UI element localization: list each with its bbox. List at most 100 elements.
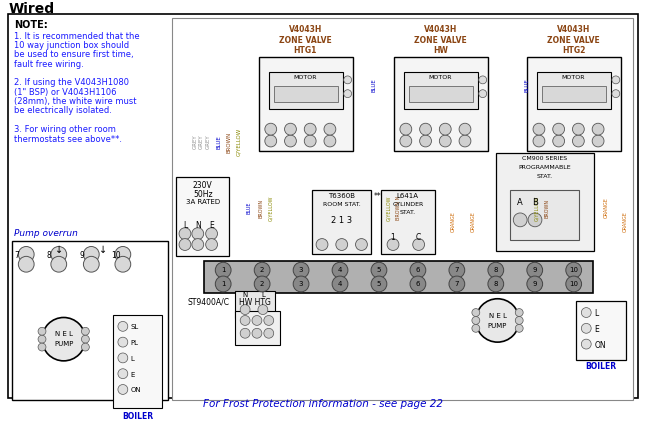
- Text: L641A: L641A: [397, 193, 419, 199]
- Text: MOTOR: MOTOR: [562, 75, 585, 80]
- Text: BROWN N: BROWN N: [397, 196, 401, 220]
- Text: ORANGE: ORANGE: [470, 211, 476, 232]
- Circle shape: [410, 276, 426, 292]
- Text: (1" BSP) or V4043H1106: (1" BSP) or V4043H1106: [14, 88, 117, 97]
- Circle shape: [413, 238, 424, 250]
- Text: CYLINDER: CYLINDER: [392, 202, 423, 207]
- Text: 9: 9: [532, 281, 537, 287]
- Text: PUMP: PUMP: [54, 341, 73, 347]
- Bar: [12, 241, 168, 400]
- Text: G/YELLOW: G/YELLOW: [269, 195, 273, 221]
- Text: 6: 6: [415, 281, 420, 287]
- Text: BROWN: BROWN: [258, 198, 263, 218]
- Circle shape: [332, 276, 348, 292]
- Bar: [236, 311, 280, 345]
- Text: B: B: [532, 197, 538, 207]
- Bar: [537, 72, 611, 109]
- Text: 8: 8: [494, 267, 498, 273]
- Text: Pump overrun: Pump overrun: [14, 229, 78, 238]
- Circle shape: [115, 256, 131, 272]
- Circle shape: [83, 256, 99, 272]
- Circle shape: [206, 228, 217, 240]
- Circle shape: [304, 123, 316, 135]
- Circle shape: [42, 317, 85, 361]
- Circle shape: [254, 262, 270, 278]
- Circle shape: [582, 323, 591, 333]
- Text: ORANGE: ORANGE: [451, 211, 455, 232]
- Text: G/YELLOW: G/YELLOW: [534, 195, 540, 221]
- Text: 10: 10: [569, 267, 578, 273]
- Circle shape: [612, 90, 620, 97]
- Text: E: E: [594, 325, 599, 334]
- Circle shape: [515, 308, 523, 316]
- Circle shape: [344, 76, 351, 84]
- Bar: [404, 72, 477, 109]
- Text: 230V: 230V: [193, 181, 213, 190]
- Circle shape: [179, 228, 191, 240]
- Circle shape: [479, 90, 487, 97]
- Circle shape: [513, 213, 527, 227]
- Text: L: L: [261, 292, 265, 298]
- Text: HW HTG: HW HTG: [239, 298, 271, 307]
- Text: 9: 9: [532, 267, 537, 273]
- Text: 6: 6: [415, 267, 420, 273]
- Circle shape: [82, 335, 89, 343]
- Circle shape: [459, 123, 471, 135]
- Circle shape: [592, 123, 604, 135]
- Circle shape: [553, 135, 565, 147]
- Text: BLUE: BLUE: [247, 202, 252, 214]
- Text: fault free wiring.: fault free wiring.: [14, 60, 84, 69]
- Text: 8: 8: [47, 251, 52, 260]
- Circle shape: [192, 238, 204, 250]
- Circle shape: [324, 135, 336, 147]
- Circle shape: [528, 213, 542, 227]
- Text: T6360B: T6360B: [328, 193, 355, 199]
- Circle shape: [115, 246, 131, 262]
- Circle shape: [82, 343, 89, 351]
- Bar: [113, 314, 162, 408]
- Text: thermostats see above**.: thermostats see above**.: [14, 135, 122, 143]
- Circle shape: [51, 256, 67, 272]
- Text: be used to ensure first time,: be used to ensure first time,: [14, 50, 134, 59]
- Circle shape: [479, 76, 487, 84]
- Text: L: L: [183, 221, 187, 230]
- Text: STAT.: STAT.: [537, 173, 553, 179]
- Circle shape: [118, 369, 128, 379]
- Circle shape: [38, 343, 46, 351]
- Circle shape: [566, 276, 582, 292]
- Text: 4: 4: [338, 281, 342, 287]
- Circle shape: [18, 256, 34, 272]
- Text: BLUE: BLUE: [372, 78, 377, 92]
- Circle shape: [439, 135, 451, 147]
- Text: 5: 5: [377, 267, 381, 273]
- Text: GREY: GREY: [199, 135, 204, 149]
- Circle shape: [566, 262, 582, 278]
- Text: 50Hz: 50Hz: [193, 190, 212, 199]
- Circle shape: [265, 123, 277, 135]
- Circle shape: [612, 76, 620, 84]
- Circle shape: [420, 135, 432, 147]
- Circle shape: [332, 262, 348, 278]
- Circle shape: [553, 123, 565, 135]
- Text: E: E: [209, 221, 214, 230]
- Bar: [394, 57, 488, 151]
- Circle shape: [118, 384, 128, 395]
- Text: Wired: Wired: [8, 2, 54, 16]
- Text: 5: 5: [377, 281, 381, 287]
- Text: be electrically isolated.: be electrically isolated.: [14, 106, 113, 116]
- Circle shape: [83, 246, 99, 262]
- Bar: [269, 72, 343, 109]
- Text: ORANGE: ORANGE: [623, 211, 628, 232]
- Text: 2: 2: [260, 267, 265, 273]
- Circle shape: [582, 308, 591, 317]
- Circle shape: [264, 328, 274, 338]
- Text: 10: 10: [569, 281, 578, 287]
- Circle shape: [420, 123, 432, 135]
- Text: A: A: [518, 197, 523, 207]
- Text: For Frost Protection information - see page 22: For Frost Protection information - see p…: [203, 399, 443, 409]
- Circle shape: [387, 238, 399, 250]
- Bar: [527, 57, 620, 151]
- Text: 7: 7: [455, 281, 459, 287]
- Text: 10: 10: [111, 251, 120, 260]
- Circle shape: [592, 135, 604, 147]
